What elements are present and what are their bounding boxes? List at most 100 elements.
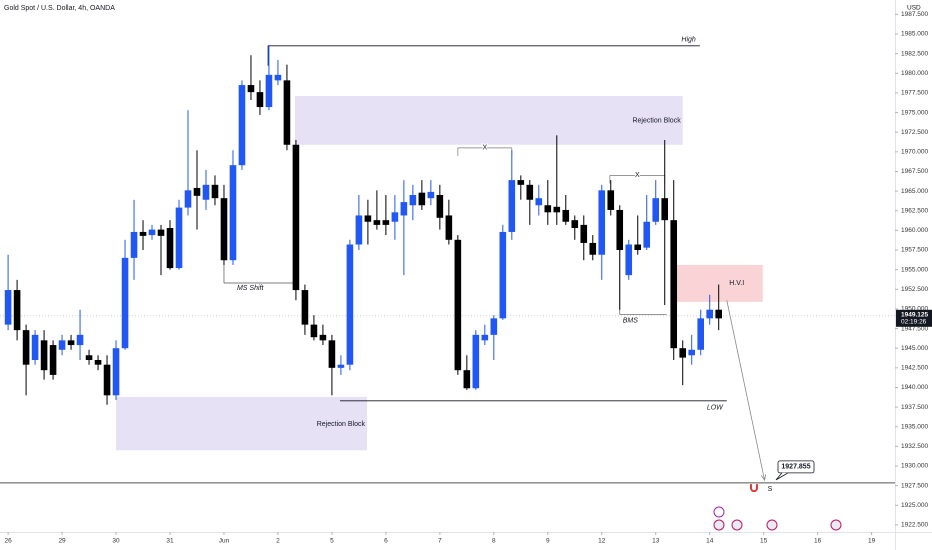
y-tick-label: 1962.500 — [901, 207, 928, 214]
candle-body — [625, 244, 633, 276]
x-tick-label: 19 — [868, 538, 876, 545]
annotation-label: High — [681, 37, 696, 44]
candle-body — [580, 224, 588, 243]
candle-body — [31, 334, 39, 360]
arrow-head — [760, 474, 767, 482]
chart-title: Gold Spot / U.S. Dollar, 4h, OANDA — [4, 5, 115, 12]
current-price-box — [896, 309, 932, 327]
y-tick-label: 1957.500 — [901, 247, 928, 254]
candle-body — [679, 348, 687, 358]
y-tick-label: 1972.500 — [901, 129, 928, 136]
countdown: 02:19:26 — [901, 319, 927, 326]
candle-body — [436, 195, 444, 218]
y-tick-label: 1987.500 — [901, 11, 928, 18]
candle-body — [346, 244, 354, 365]
candle-body — [238, 85, 246, 166]
target-pointer — [775, 472, 789, 481]
y-tick-label: 1975.000 — [901, 109, 928, 116]
x-tick-label: 26 — [4, 538, 12, 545]
candle-body — [103, 364, 111, 396]
candle-body — [373, 220, 381, 225]
y-tick-label: 1980.000 — [901, 70, 928, 77]
candle-body — [697, 318, 705, 350]
y-tick-label: 1922.500 — [901, 522, 928, 529]
y-tick-label: 1965.000 — [901, 188, 928, 195]
candle-body — [607, 190, 615, 210]
candle-body — [166, 228, 174, 269]
candle-body — [427, 191, 435, 199]
y-tick-label: 1935.000 — [901, 423, 928, 430]
candle-body — [121, 257, 129, 349]
annotation-label: BMS — [623, 317, 639, 324]
target-label-box — [777, 460, 815, 474]
annotation-label: H.V.I — [729, 280, 744, 287]
candle-body — [157, 229, 165, 236]
x-tick-label: 15 — [760, 538, 768, 545]
candle-body — [616, 209, 624, 251]
annotation-label: X — [635, 172, 640, 179]
x-tick-label: 14 — [706, 538, 714, 545]
candle-body — [481, 334, 489, 341]
candle-body — [571, 220, 579, 229]
candle-body — [112, 348, 120, 396]
candle-body — [310, 324, 318, 338]
y-tick-label: 1977.500 — [901, 90, 928, 97]
annotation-label: S — [768, 486, 773, 493]
y-tick-label: 1945.000 — [901, 345, 928, 352]
x-tick-label: 29 — [58, 538, 66, 545]
candle-body — [382, 220, 390, 225]
rejection-block — [116, 396, 367, 451]
magnet-icon — [750, 484, 758, 493]
candle-body — [283, 80, 291, 145]
x-tick-label: 12 — [598, 538, 606, 545]
candle-body — [292, 144, 300, 291]
candle-body — [544, 205, 552, 213]
event-icons — [713, 506, 842, 531]
candle-body — [13, 290, 21, 331]
current-price-label: 1949.125 — [901, 312, 928, 319]
candle-body — [400, 202, 408, 216]
candle-body — [229, 165, 237, 261]
candle-body — [454, 239, 462, 371]
candle-body — [499, 231, 507, 319]
x-tick-label: 30 — [112, 538, 120, 545]
y-tick-label: 1967.500 — [901, 168, 928, 175]
x-tick-label: Jun — [219, 538, 230, 545]
candle-body — [409, 195, 417, 206]
y-tick-label: 1925.000 — [901, 502, 928, 509]
y-tick-label: 1955.000 — [901, 266, 928, 273]
candle-body — [49, 345, 57, 375]
candle-body — [526, 184, 534, 200]
candle-body — [175, 207, 183, 269]
candle-body — [706, 309, 714, 319]
candle-body — [445, 215, 453, 240]
candle-body — [67, 340, 75, 346]
annotation-label: MS Shift — [237, 285, 265, 292]
x-tick-label: 5 — [330, 538, 334, 545]
candle-body — [265, 74, 273, 108]
axes: 1922.500 1925.000 1927.500 1930.000 1932.500… — [4, 11, 932, 545]
candles — [4, 45, 722, 405]
candle-body — [94, 359, 102, 365]
candle-body — [22, 330, 30, 365]
candle-body — [670, 220, 678, 349]
x-tick-label: 6 — [384, 538, 388, 545]
x-tick-label: 31 — [166, 538, 174, 545]
annotation-label: LOW — [707, 405, 724, 412]
candle-body — [76, 334, 84, 346]
candle-body — [85, 355, 93, 360]
annotation-label: X — [482, 145, 487, 152]
target-label: 1927.855 — [781, 464, 810, 471]
candle-body — [328, 340, 336, 368]
y-tick-label: 1942.500 — [901, 365, 928, 372]
candle-body — [274, 74, 282, 81]
y-tick-label: 1932.500 — [901, 443, 928, 450]
x-tick-label: 13 — [652, 538, 660, 545]
candle-body — [40, 340, 48, 371]
annotation-label: Rejection Block — [317, 421, 366, 428]
candle-body — [211, 184, 219, 199]
candle-body — [202, 184, 210, 200]
candle-body — [598, 190, 606, 255]
candle-body — [490, 318, 498, 335]
